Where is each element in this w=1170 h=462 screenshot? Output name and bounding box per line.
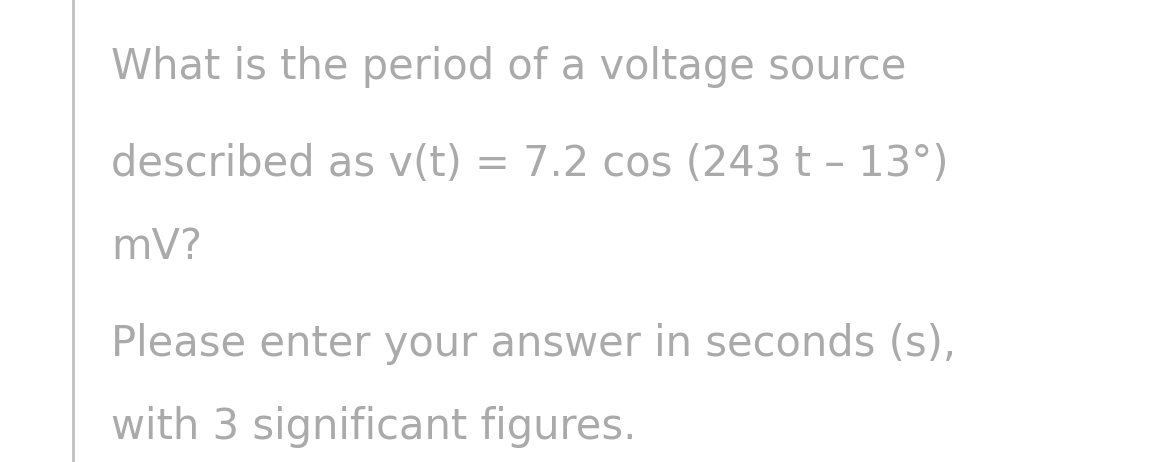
Text: Please enter your answer in seconds (s),: Please enter your answer in seconds (s),	[111, 323, 956, 365]
Text: mV?: mV?	[111, 226, 202, 268]
Text: What is the period of a voltage source: What is the period of a voltage source	[111, 46, 907, 88]
Text: with 3 significant figures.: with 3 significant figures.	[111, 407, 636, 448]
Text: described as v(t) = 7.2 cos (243 t – 13°): described as v(t) = 7.2 cos (243 t – 13°…	[111, 143, 949, 185]
